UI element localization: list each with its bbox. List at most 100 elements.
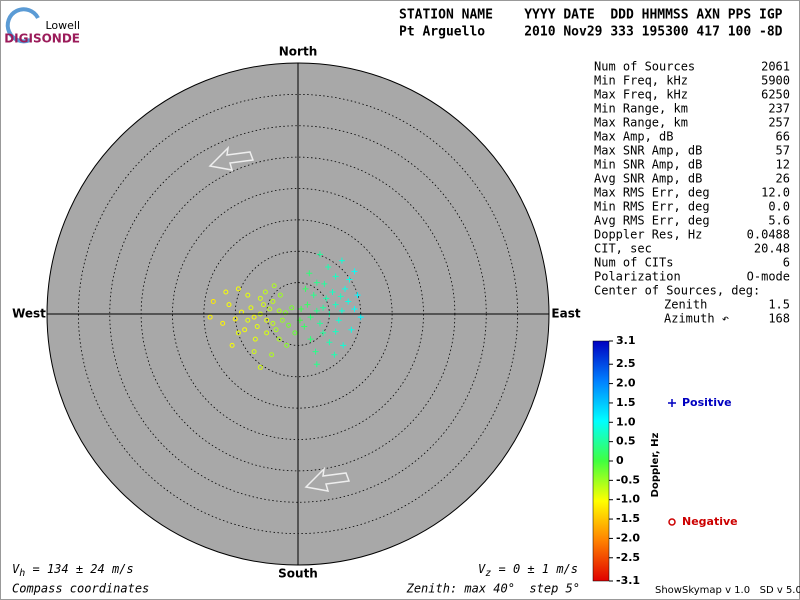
stat-label: Zenith xyxy=(664,298,707,312)
source-negative xyxy=(284,342,290,348)
stat-value: 20.48 xyxy=(754,242,790,256)
source-positive xyxy=(348,326,355,333)
source-negative xyxy=(277,292,283,298)
software-version: ShowSkymap v 1.0 SD v 5.0 xyxy=(655,585,800,596)
source-negative xyxy=(251,349,257,355)
source-positive xyxy=(321,280,328,287)
source-positive xyxy=(332,301,339,308)
logo-top: Lowell xyxy=(45,19,80,32)
stat-label: Max SNR Amp, dB xyxy=(594,144,702,158)
stat-value: 0.0 xyxy=(768,200,790,214)
stat-label: Avg SNR Amp, dB xyxy=(594,172,702,186)
source-negative xyxy=(271,283,277,289)
header-values: Pt Arguello 2010 Nov29 333 195300 417 10… xyxy=(399,25,783,40)
v-subscript: z xyxy=(485,568,491,579)
source-positive xyxy=(332,273,339,280)
north-label: North xyxy=(279,45,317,59)
stat-value: 1.5 xyxy=(768,298,790,312)
source-positive xyxy=(316,251,323,258)
stat-label: Num of CITs xyxy=(594,256,673,270)
south-label: South xyxy=(278,567,318,581)
source-positive xyxy=(323,295,330,302)
source-negative xyxy=(264,317,270,323)
stat-label: CIT, sec xyxy=(594,242,652,256)
source-negative xyxy=(254,324,260,330)
stat-label: Min RMS Err, deg xyxy=(594,200,710,214)
stat-label: Avg RMS Err, deg xyxy=(594,214,710,228)
zenith-note: Zenith: max 40° step 5° xyxy=(406,582,580,596)
colorbar-tick-label: 3.1 xyxy=(616,334,636,347)
source-negative xyxy=(207,314,213,320)
legend-label: Negative xyxy=(682,515,738,528)
source-negative xyxy=(262,289,268,295)
source-positive xyxy=(301,323,308,330)
colorbar-tick-label: -1.0 xyxy=(616,493,640,506)
legend-marker xyxy=(668,518,676,526)
stat-value: 6 xyxy=(783,256,790,270)
source-negative xyxy=(264,330,270,336)
stat-value: 237 xyxy=(768,102,790,116)
source-negative xyxy=(245,317,251,323)
source-negative xyxy=(282,310,288,316)
source-positive xyxy=(351,268,358,275)
drift-arrow xyxy=(208,145,255,171)
source-negative xyxy=(252,336,258,342)
source-negative xyxy=(270,320,276,326)
source-positive xyxy=(337,293,344,300)
source-positive xyxy=(329,289,336,296)
stat-label: Max Freq, kHz xyxy=(594,88,688,102)
colorbar-tick-label: -2.5 xyxy=(616,551,640,564)
source-negative xyxy=(267,306,273,312)
source-negative xyxy=(248,305,254,311)
source-negative xyxy=(276,336,282,342)
colorbar-label: Doppler, Hz xyxy=(650,433,661,498)
colorbar-tick-label: 2.5 xyxy=(616,357,636,370)
colorbar-tick-label: -2.0 xyxy=(616,531,640,544)
source-negative xyxy=(210,298,216,304)
source-negative xyxy=(279,317,285,323)
stat-label: Max RMS Err, deg xyxy=(594,186,710,200)
stat-value: 6250 xyxy=(761,88,790,102)
stat-label: Center of Sources, deg: xyxy=(594,284,760,298)
source-negative xyxy=(229,342,235,348)
colorbar-tick-label: -0.5 xyxy=(616,473,640,486)
source-positive xyxy=(307,336,314,343)
source-negative xyxy=(270,298,276,304)
stat-value: 66 xyxy=(776,130,790,144)
stat-value: 12 xyxy=(776,158,790,172)
east-label: East xyxy=(551,307,580,321)
source-negative xyxy=(235,286,241,292)
source-positive xyxy=(326,339,333,346)
west-label: West xyxy=(12,307,46,321)
source-positive xyxy=(354,292,361,299)
source-negative xyxy=(257,295,263,301)
stat-value: O-mode xyxy=(747,270,790,284)
logo-bottom: DIGISONDE xyxy=(4,32,80,46)
stat-label: Min Range, km xyxy=(594,102,688,116)
source-positive xyxy=(335,317,342,324)
source-positive xyxy=(331,351,338,358)
source-positive xyxy=(320,304,327,311)
stat-value: 5.6 xyxy=(768,214,790,228)
logo-swoosh xyxy=(5,7,40,44)
velocity-h: Vh = 134 ± 24 m/s xyxy=(12,562,134,580)
source-positive xyxy=(332,328,339,335)
source-positive xyxy=(338,307,345,314)
colorbar xyxy=(592,340,610,582)
v-symbol: V xyxy=(12,562,20,576)
colorbar-tick-label: 2.0 xyxy=(616,377,636,390)
stat-label: Azimuth ↶ xyxy=(664,312,729,326)
source-positive xyxy=(346,276,353,283)
source-positive xyxy=(306,270,313,277)
colorbar-tick-label: 1.0 xyxy=(616,415,636,428)
source-positive xyxy=(307,314,314,321)
source-positive xyxy=(302,285,309,292)
stat-value: 2061 xyxy=(761,60,790,74)
source-positive xyxy=(298,305,305,312)
stat-value: 12.0 xyxy=(761,186,790,200)
source-positive xyxy=(338,257,345,264)
source-negative xyxy=(226,302,232,308)
legend-label: Positive xyxy=(682,396,732,409)
stat-label: Min SNR Amp, dB xyxy=(594,158,702,172)
